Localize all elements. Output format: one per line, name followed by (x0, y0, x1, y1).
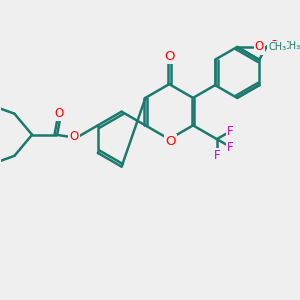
Text: O: O (165, 135, 176, 148)
Text: F: F (214, 148, 220, 162)
Text: F: F (227, 125, 234, 138)
Text: O: O (55, 107, 64, 120)
Text: O: O (70, 130, 79, 143)
Text: O: O (269, 39, 278, 52)
Text: O: O (164, 50, 175, 63)
Text: CH₃: CH₃ (282, 41, 300, 51)
Text: O: O (255, 40, 264, 53)
Text: F: F (227, 141, 234, 154)
Text: CH₃: CH₃ (268, 42, 286, 52)
